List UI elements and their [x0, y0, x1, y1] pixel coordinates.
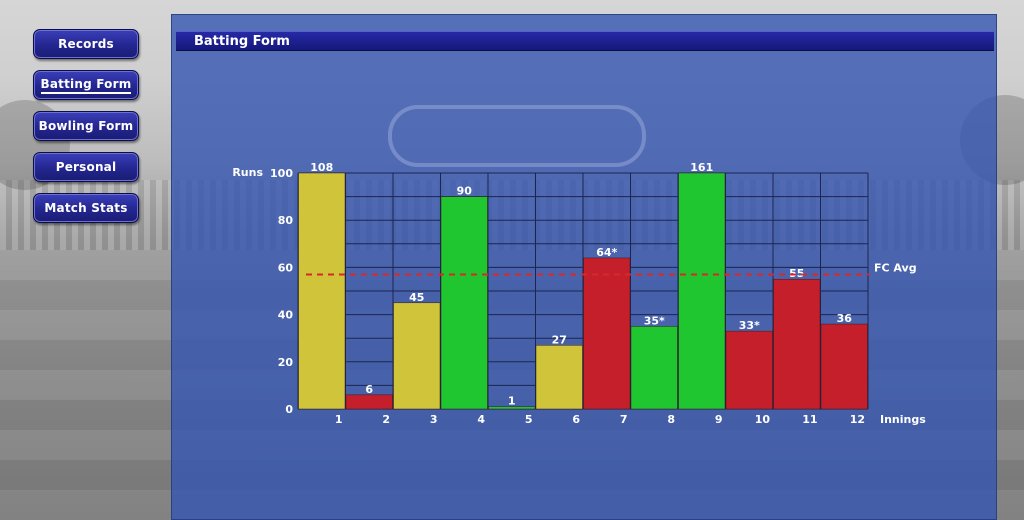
personal-button[interactable]: Personal — [33, 152, 139, 182]
bar-value-label: 55 — [789, 267, 804, 280]
bar-innings-5 — [488, 406, 536, 410]
bar-innings-6 — [535, 345, 583, 410]
bar-innings-1 — [298, 172, 346, 410]
side-nav: Records Batting Form Bowling Form Person… — [33, 29, 141, 234]
bar-innings-9 — [678, 172, 726, 410]
match-stats-button[interactable]: Match Stats — [33, 193, 139, 223]
bowling-form-button[interactable]: Bowling Form — [33, 111, 139, 141]
chart-bars: 108 6 45 90 1 27 64* 35* 161 33* 55 36 — [298, 161, 868, 410]
batting-form-button[interactable]: Batting Form — [33, 70, 139, 100]
personal-button-label: Personal — [55, 160, 117, 174]
y-axis-label: Runs — [232, 166, 263, 179]
x-tick-label: 2 — [382, 413, 390, 426]
y-tick-label: 40 — [278, 309, 294, 322]
bar-value-label: 1 — [508, 395, 516, 408]
x-tick-label: 5 — [525, 413, 533, 426]
bar-value-label: 35* — [644, 314, 665, 327]
bar-value-label: 45 — [409, 291, 424, 304]
x-tick-label: 12 — [850, 413, 865, 426]
bar-innings-4 — [440, 196, 488, 410]
x-tick-label: 8 — [667, 413, 675, 426]
x-tick-label: 4 — [477, 413, 485, 426]
x-tick-label: 6 — [572, 413, 580, 426]
x-tick-label: 3 — [430, 413, 438, 426]
records-button[interactable]: Records — [33, 29, 139, 59]
y-tick-label: 80 — [278, 214, 294, 227]
x-axis-label: Innings — [880, 413, 926, 426]
bar-value-label: 36 — [837, 312, 853, 325]
x-tick-label: 11 — [802, 413, 817, 426]
y-tick-label: 100 — [270, 167, 293, 180]
x-tick-label: 7 — [620, 413, 628, 426]
bowling-form-button-label: Bowling Form — [38, 119, 134, 133]
bar-innings-3 — [393, 302, 441, 410]
chart-grid — [297, 172, 869, 410]
y-tick-label: 0 — [285, 403, 293, 416]
bar-value-label: 90 — [457, 185, 473, 198]
background-stadium-ring — [388, 105, 646, 167]
bar-innings-10 — [725, 330, 773, 410]
bar-innings-11 — [773, 278, 821, 410]
bar-value-label: 108 — [310, 161, 333, 174]
bar-innings-7 — [583, 257, 631, 410]
y-tick-label: 60 — [278, 261, 294, 274]
records-button-label: Records — [58, 37, 114, 51]
x-tick-label: 1 — [335, 413, 343, 426]
bar-value-label: 6 — [365, 383, 373, 396]
x-tick-label: 10 — [755, 413, 771, 426]
y-tick-label: 20 — [278, 356, 294, 369]
panel-title: Batting Form — [176, 31, 994, 51]
bar-innings-8 — [630, 326, 678, 410]
bar-innings-12 — [820, 323, 868, 410]
bar-value-label: 161 — [690, 161, 713, 174]
bar-value-label: 33* — [739, 319, 760, 332]
bar-innings-2 — [345, 394, 393, 410]
x-tick-label: 9 — [715, 413, 723, 426]
fc-average-label: FC Avg — [874, 261, 917, 274]
bar-value-label: 64* — [596, 246, 617, 259]
bar-value-label: 27 — [552, 333, 567, 346]
batting-form-button-label: Batting Form — [40, 77, 132, 94]
match-stats-button-label: Match Stats — [44, 201, 128, 215]
